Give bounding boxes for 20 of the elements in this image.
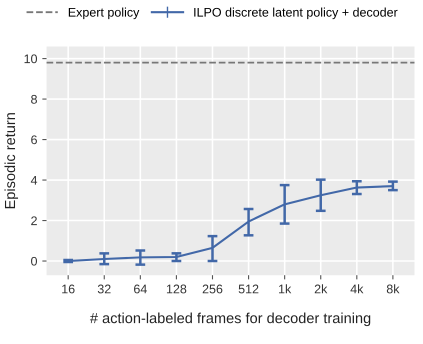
legend-label: ILPO discrete latent policy + decoder — [194, 8, 398, 20]
x-axis-title: # action-labeled frames for decoder training — [90, 312, 370, 326]
x-tick-label: 2k — [314, 284, 328, 294]
x-tick-label: 1k — [279, 284, 292, 294]
y-tick-label: 8 — [31, 94, 37, 104]
y-axis-title: Episodic return — [4, 113, 18, 208]
x-tick-label: 4k — [350, 284, 364, 294]
x-tick-label: 16 — [62, 284, 75, 294]
y-tick-label: 10 — [24, 54, 38, 64]
y-tick-label: 4 — [30, 176, 38, 185]
x-tick-label: 32 — [98, 284, 111, 294]
x-tick-label: 64 — [134, 284, 147, 294]
x-tick-label: 512 — [238, 284, 258, 294]
legend-label: Expert policy — [68, 8, 140, 20]
x-tick-label: 256 — [202, 284, 222, 294]
y-tick-label: 2 — [31, 216, 37, 226]
y-tick-label: 0 — [31, 256, 38, 266]
y-tick-label: 6 — [31, 135, 37, 144]
x-tick-label: 8k — [386, 284, 400, 294]
x-tick-label: 128 — [166, 284, 186, 294]
